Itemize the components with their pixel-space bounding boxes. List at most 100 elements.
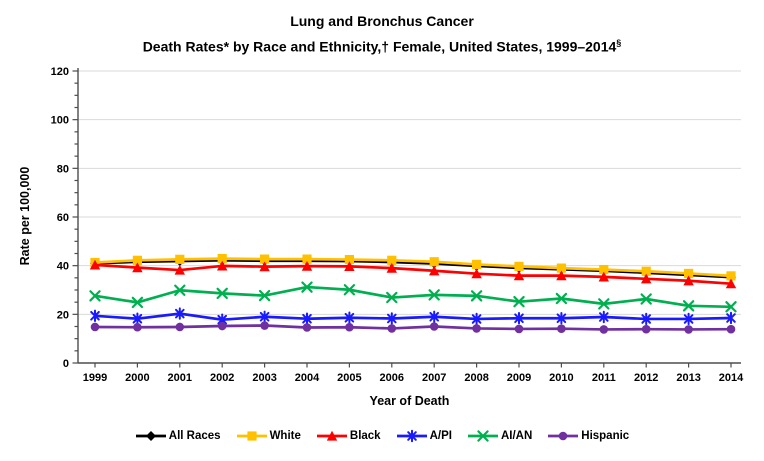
marker-white	[429, 257, 439, 267]
asterisk-stroke	[217, 314, 227, 325]
legend-marker-hispanic	[558, 431, 568, 441]
marker-hispanic	[684, 325, 693, 334]
legend-label-white: White	[269, 430, 301, 442]
legend-item-black: Black	[316, 429, 381, 443]
legend-item-all-races: All Races	[135, 429, 221, 443]
legend-label-all-races: All Races	[168, 430, 221, 442]
x-tick-label: 2005	[337, 372, 361, 384]
x-tick-label: 2000	[125, 372, 149, 384]
marker-black	[598, 271, 609, 282]
x-tick-label: 2007	[422, 372, 446, 384]
chart-title-line1: Lung and Bronchus Cancer	[290, 13, 474, 29]
marker-hispanic	[217, 321, 227, 331]
marker-black	[89, 259, 101, 270]
marker-hispanic	[472, 324, 481, 333]
marker-a-pi	[556, 312, 567, 325]
series-line-a-pi	[93, 312, 733, 322]
marker-hispanic	[175, 322, 185, 332]
chart-title-line2: Death Rates* by Race and Ethnicity,† Fem…	[142, 38, 622, 55]
y-tick-label: 80	[57, 163, 69, 175]
marker-black	[344, 261, 355, 271]
series-line-white	[93, 257, 733, 278]
legend-marker-white	[246, 431, 257, 441]
marker-ai-an	[131, 296, 144, 309]
asterisk-stroke	[302, 313, 312, 324]
x-stroke	[258, 289, 271, 302]
x-stroke	[555, 292, 568, 305]
legend-swatch-a-pi-icon	[396, 429, 427, 443]
marker-hispanic	[514, 324, 524, 334]
y-axis-title: Rate per 100,000	[18, 166, 32, 266]
legend-item-a-pi: A/PI	[396, 429, 452, 443]
x-tick-label: 2006	[380, 372, 404, 384]
marker-hispanic	[302, 323, 312, 332]
asterisk-stroke	[387, 313, 397, 324]
marker-black	[471, 268, 482, 279]
legend-marker-ai-an	[477, 430, 489, 442]
marker-hispanic	[641, 324, 651, 334]
legend-swatch-all-races-icon	[135, 431, 166, 441]
marker-white	[387, 255, 397, 265]
x-tick-label: 2014	[719, 372, 744, 384]
chart-title: Lung and Bronchus Cancer Death Rates* by…	[0, 10, 764, 58]
legend-item-hispanic: Hispanic	[547, 429, 629, 443]
marker-hispanic	[260, 321, 269, 330]
x-stroke	[725, 301, 737, 313]
marker-black	[301, 260, 313, 271]
marker-hispanic	[387, 324, 397, 333]
marker-ai-an	[174, 284, 186, 296]
marker-a-pi	[514, 312, 524, 325]
x-stroke	[131, 296, 144, 309]
x-tick-label: 2012	[634, 372, 658, 384]
marker-ai-an	[258, 289, 271, 302]
x-tick-label: 2011	[592, 372, 616, 384]
marker-black	[174, 264, 185, 275]
marker-a-pi	[132, 312, 143, 325]
marker-black	[513, 270, 525, 281]
asterisk-stroke	[90, 310, 100, 321]
marker-a-pi	[641, 312, 651, 326]
y-tick-label: 0	[63, 358, 69, 370]
x-stroke	[598, 298, 610, 310]
x-stroke	[216, 287, 228, 300]
marker-black	[132, 262, 143, 273]
legend-swatch-hispanic-icon	[548, 431, 579, 441]
marker-black	[259, 261, 270, 272]
legend-label-black: Black	[349, 430, 381, 442]
x-tick-label: 2010	[549, 372, 573, 384]
marker-hispanic	[345, 322, 354, 332]
asterisk-stroke	[132, 313, 143, 324]
marker-black	[386, 262, 397, 273]
legend-swatch-white-icon	[236, 431, 267, 441]
marker-white	[344, 254, 354, 265]
marker-a-pi	[175, 307, 185, 320]
x-tick-label: 2008	[464, 372, 488, 384]
x-tick-label: 2013	[676, 372, 700, 384]
marker-black	[429, 265, 440, 276]
legend-label-hispanic: Hispanic	[581, 430, 630, 442]
x-tick-label: 2004	[295, 372, 320, 384]
marker-ai-an	[555, 292, 568, 305]
y-tick-label: 120	[51, 66, 69, 78]
asterisk-stroke	[599, 312, 609, 322]
asterisk-stroke	[471, 314, 482, 324]
marker-ai-an	[640, 293, 652, 305]
marker-ai-an	[301, 281, 313, 293]
asterisk-stroke	[514, 313, 524, 324]
x-stroke	[477, 430, 489, 442]
marker-hispanic	[429, 322, 439, 331]
legend: All Races White Black A/PI AI/AN Hispanic	[0, 429, 764, 443]
y-tick-label: 40	[57, 261, 69, 273]
marker-a-pi	[90, 309, 100, 322]
marker-hispanic	[90, 322, 100, 332]
asterisk-stroke	[175, 308, 185, 319]
x-tick-label: 2001	[168, 372, 192, 384]
legend-swatch-black-icon	[316, 430, 347, 441]
marker-white	[599, 264, 609, 275]
marker-black	[725, 278, 737, 289]
marker-white	[175, 254, 185, 264]
asterisk-stroke	[429, 311, 439, 322]
marker-ai-an	[598, 298, 610, 310]
marker-ai-an	[470, 290, 483, 302]
